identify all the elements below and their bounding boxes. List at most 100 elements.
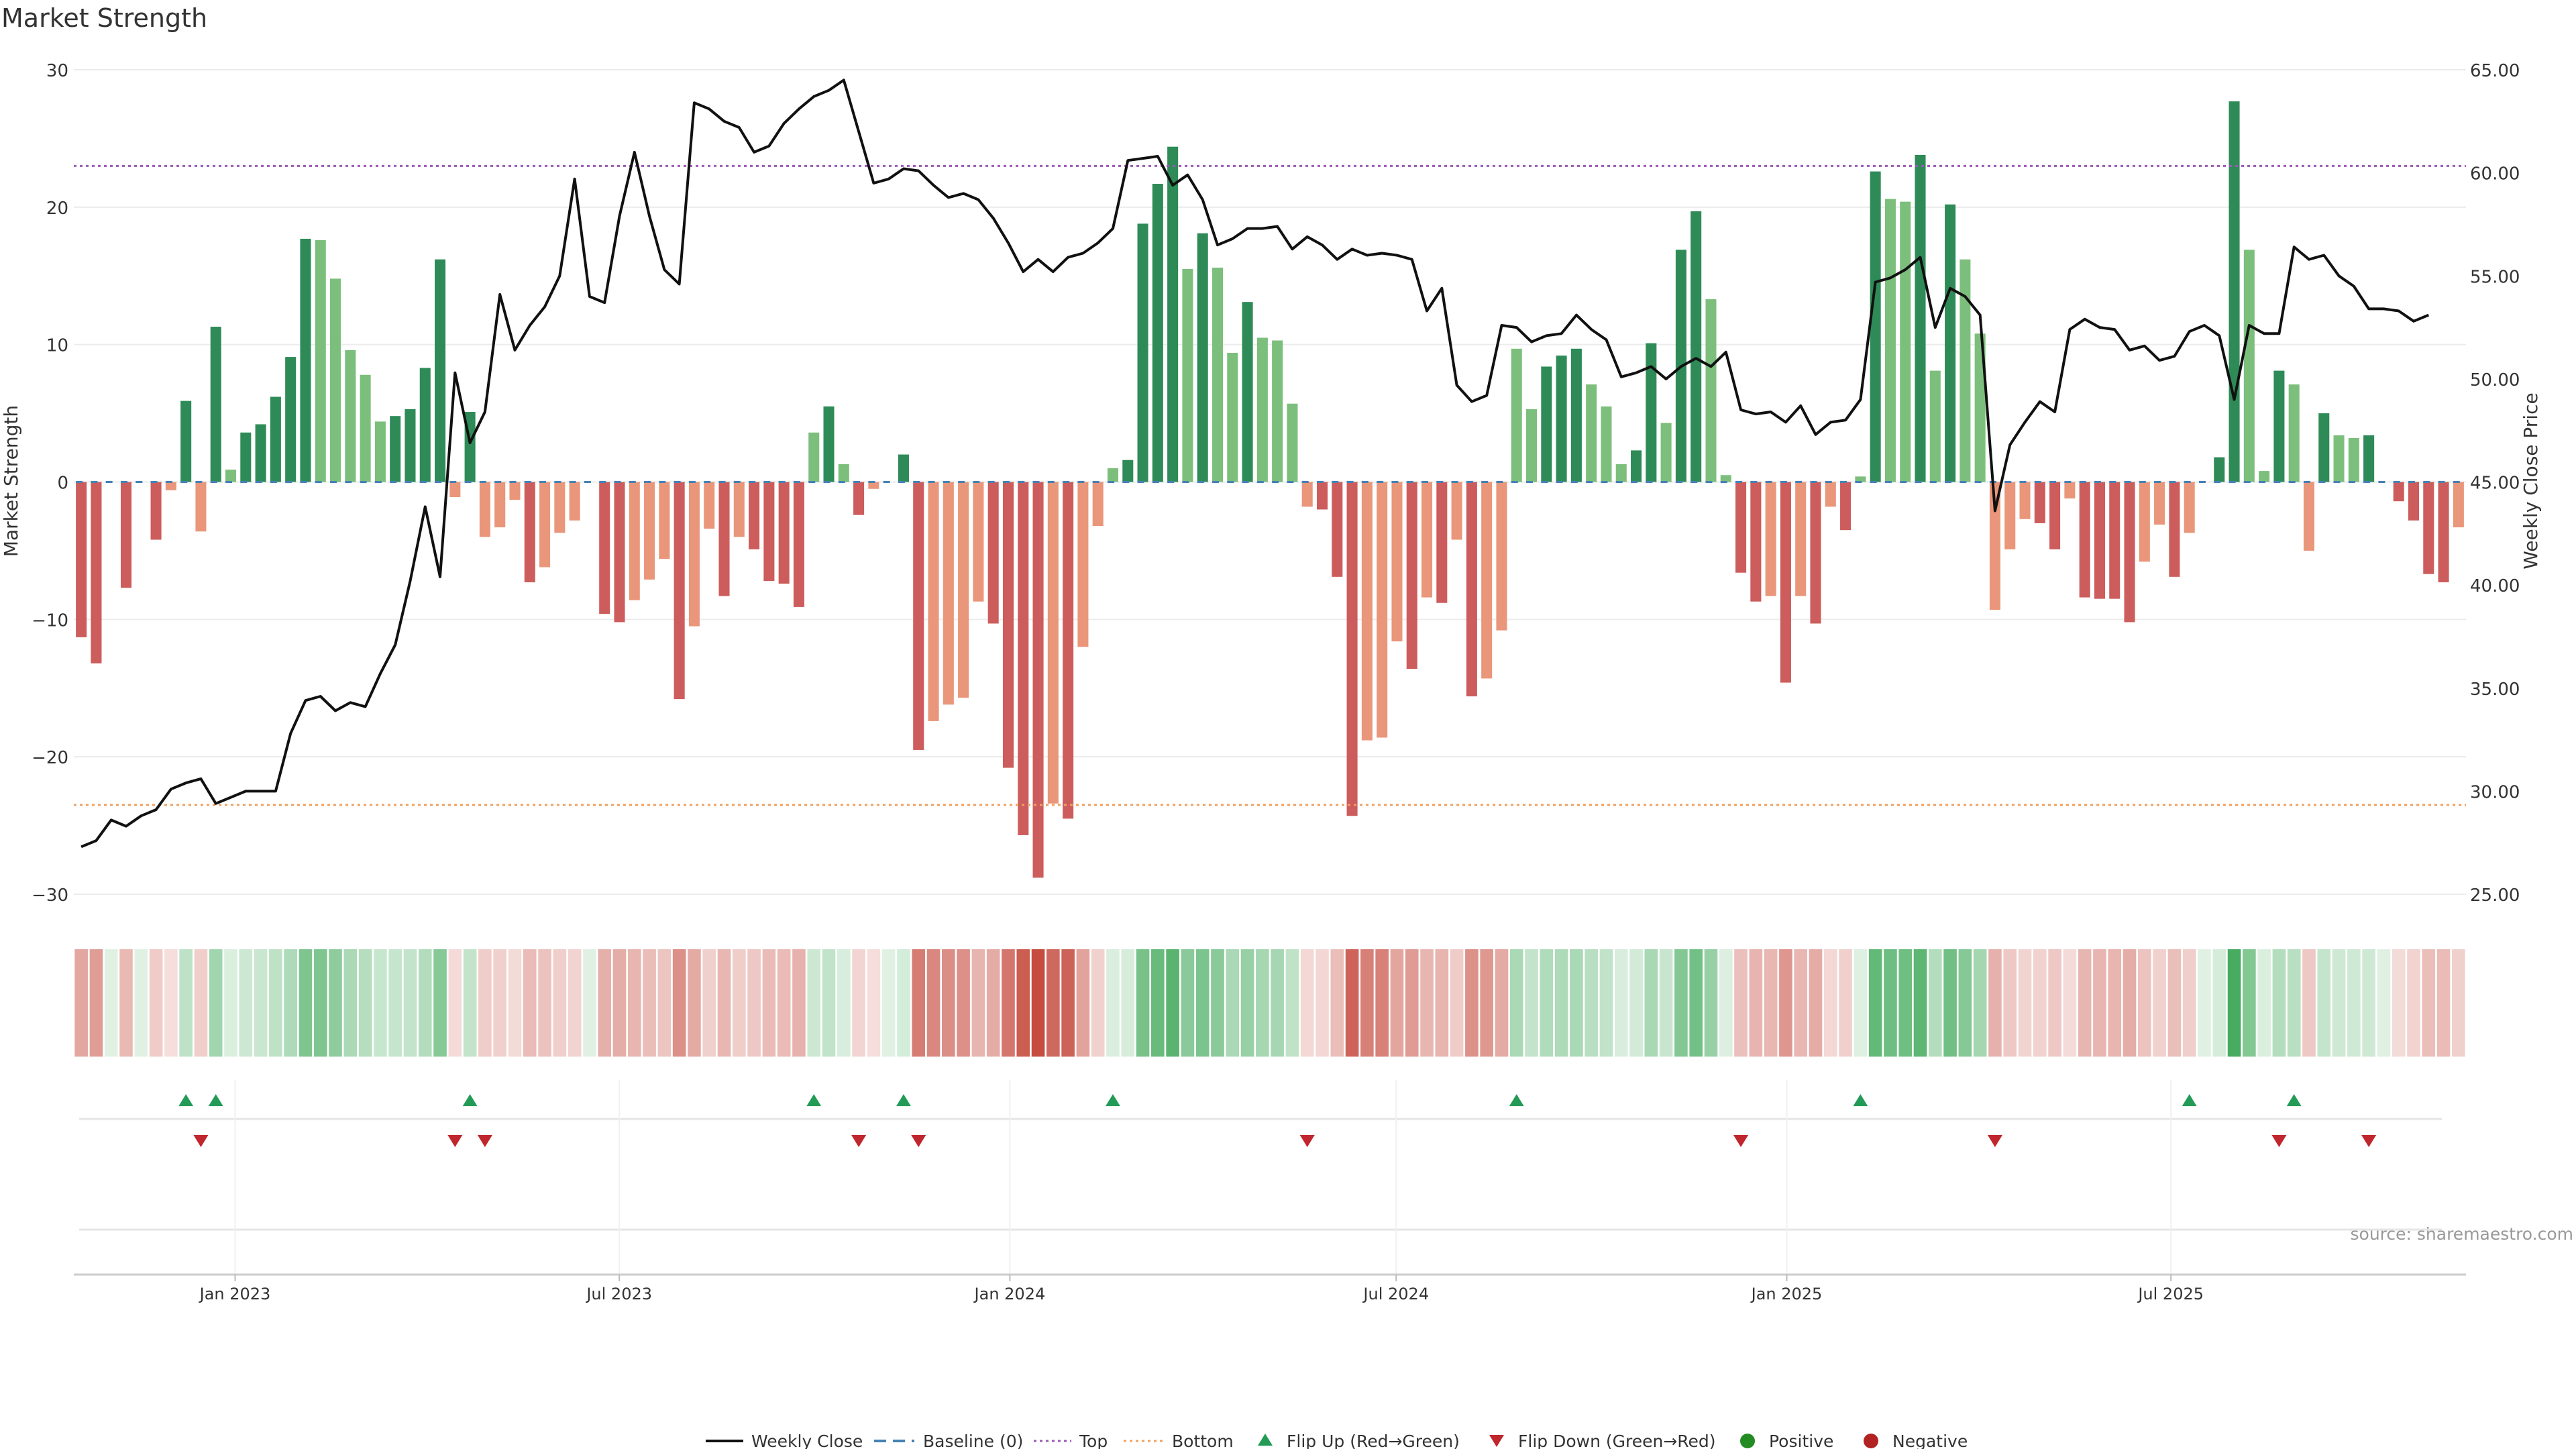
strength-bar	[1570, 348, 1582, 482]
strength-bar	[449, 482, 461, 498]
heatmap-cell	[1898, 949, 1913, 1057]
strength-bar	[1107, 468, 1119, 482]
strength-bar	[629, 482, 640, 600]
heatmap-cell	[1300, 949, 1314, 1057]
heatmap-cell	[1749, 949, 1763, 1057]
heatmap-cell	[837, 949, 851, 1057]
heatmap-cell	[1928, 949, 1942, 1057]
strength-bar	[1018, 482, 1029, 835]
strength-bar	[2453, 482, 2464, 528]
flip-markers	[178, 1094, 2377, 1147]
heatmap-cell	[1525, 949, 1538, 1057]
heatmap-cell	[986, 949, 1000, 1057]
heatmap-cell	[672, 949, 686, 1057]
strength-bar	[554, 482, 566, 533]
heatmap-cell	[2182, 949, 2196, 1057]
flip-down-marker	[2271, 1135, 2287, 1147]
strength-bar	[1631, 450, 1642, 482]
strength-bar	[479, 482, 490, 537]
legend-positive-swatch	[1740, 1434, 1755, 1448]
strength-bar	[2333, 435, 2345, 482]
heatmap-cell	[1509, 949, 1523, 1057]
weekly-close-line-group	[80, 78, 2430, 849]
heatmap-cell	[1884, 949, 1897, 1057]
strength-bar	[749, 482, 760, 549]
strength-bar	[1496, 482, 1507, 631]
strength-bar	[599, 482, 610, 614]
strength-bar	[2139, 482, 2150, 562]
strength-bar	[2393, 482, 2404, 502]
y2-tick-label: 35.00	[2470, 680, 2520, 700]
heatmap-cell	[1719, 949, 1733, 1057]
y2-tick-label: 55.00	[2470, 267, 2520, 287]
y-tick-label: 20	[46, 199, 68, 219]
heatmap-cell	[777, 949, 791, 1057]
legend: Weekly Close Baseline (0) Top Bottom Flip Up…	[706, 1432, 1968, 1449]
x-tick-label: Jul 2023	[585, 1285, 652, 1303]
heatmap-cell	[2302, 949, 2316, 1057]
strength-bar	[1900, 201, 1911, 482]
x-tick-label: Jul 2025	[2137, 1285, 2204, 1303]
strength-bar	[898, 454, 909, 482]
strength-bar	[1840, 482, 1851, 531]
flip-up-marker	[896, 1094, 911, 1106]
heatmap-cell	[433, 949, 447, 1057]
strength-bar	[1047, 482, 1059, 804]
flip-up-marker	[178, 1094, 194, 1106]
y-tick-label: −20	[32, 748, 68, 768]
heatmap-cell	[1674, 949, 1688, 1057]
strength-bar	[1032, 482, 1044, 878]
heatmap-cell	[2392, 949, 2406, 1057]
strength-bar	[1690, 211, 1702, 482]
strength-bar	[374, 421, 386, 482]
strength-bar	[1765, 482, 1776, 596]
strength-bar	[330, 278, 341, 482]
heatmap-cell	[2108, 949, 2122, 1057]
strength-bar	[2094, 482, 2105, 599]
y-tick-label: 0	[57, 474, 68, 494]
heatmap-cell	[942, 949, 955, 1057]
strength-bar	[1735, 482, 1747, 573]
strength-bar	[1421, 482, 1433, 598]
strength-bar	[509, 482, 521, 500]
strength-bar	[808, 432, 820, 482]
strength-bar	[390, 416, 401, 482]
strength-bar	[987, 482, 999, 624]
heatmap-cell	[284, 949, 297, 1057]
strength-bar	[1945, 204, 1956, 482]
strength-bar	[853, 482, 865, 515]
strength-bar	[195, 482, 207, 532]
heatmap-cell	[1764, 949, 1778, 1057]
heatmap-cell	[418, 949, 432, 1057]
strength-bar	[793, 482, 804, 607]
heatmap-cell	[1420, 949, 1434, 1057]
heatmap-cell	[1330, 949, 1344, 1057]
heatmap-cell	[134, 949, 148, 1057]
chart-title: Market Strength	[1, 3, 207, 33]
flip-up-marker	[806, 1094, 822, 1106]
heatmap-cell	[2243, 949, 2256, 1057]
strength-bar	[1526, 409, 1538, 482]
heatmap-cell	[1345, 949, 1359, 1057]
strength-bar	[1242, 302, 1253, 482]
strength-bar	[1556, 356, 1567, 482]
heatmap-cell	[1854, 949, 1868, 1057]
legend-flip-up: Flip Up (Red→Green)	[1287, 1432, 1460, 1449]
heatmap-cell	[2332, 949, 2346, 1057]
heatmap-cell	[1151, 949, 1165, 1057]
heatmap-cell	[1614, 949, 1628, 1057]
heatmap-cell	[2377, 949, 2391, 1057]
heatmap-cell	[1973, 949, 1987, 1057]
heatmap-cell	[1913, 949, 1927, 1057]
heatmap-cell	[2003, 949, 2017, 1057]
strength-bar	[733, 482, 745, 537]
flip-up-marker	[462, 1094, 478, 1106]
heatmap-cell	[538, 949, 551, 1057]
heatmap-cell	[912, 949, 926, 1057]
strength-bar	[1227, 352, 1238, 482]
strength-bar	[1795, 482, 1807, 596]
heatmap-cell	[523, 949, 537, 1057]
heatmap-cell	[1360, 949, 1374, 1057]
heatmap-cell	[104, 949, 118, 1057]
